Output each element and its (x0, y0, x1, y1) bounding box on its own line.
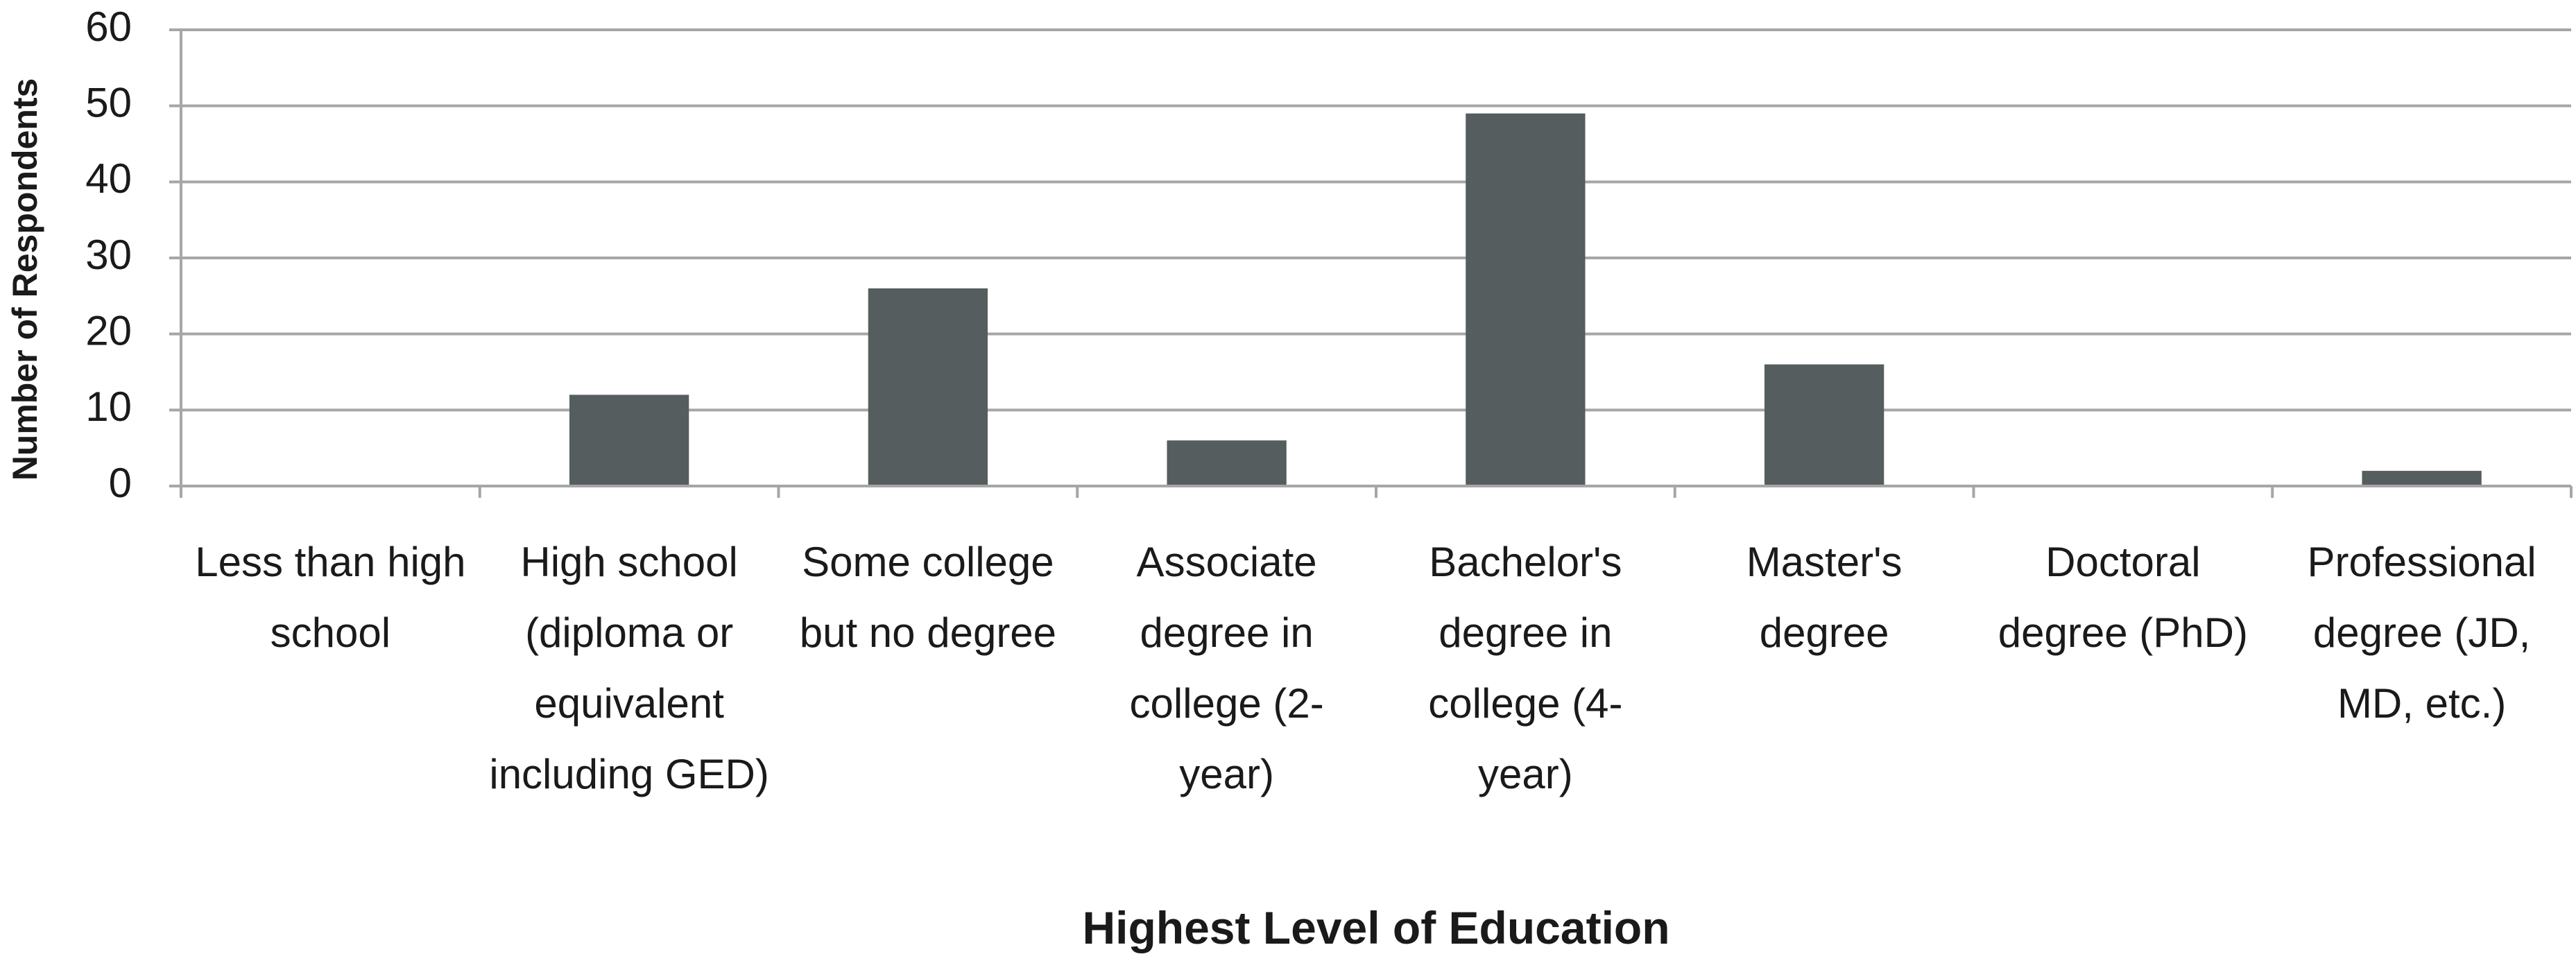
bar (1167, 440, 1287, 486)
bar (868, 288, 988, 486)
y-tick-label: 40 (85, 155, 132, 202)
y-tick-label: 30 (85, 232, 132, 278)
x-tick-label: Associate degree in college (2-year) (1129, 539, 1324, 797)
x-axis-title: Highest Level of Education (1082, 902, 1670, 953)
bar (1466, 113, 1586, 487)
x-tick-label: Bachelor's degree in college (4-year) (1428, 539, 1623, 797)
x-tick-label: Doctoral degree (PhD) (1998, 539, 2248, 656)
x-tick-label: Master's degree (1746, 539, 1903, 656)
y-tick-label: 10 (85, 383, 132, 430)
y-tick-label: 0 (109, 460, 132, 506)
x-tick-label: Less than high school (195, 539, 466, 656)
bar (1764, 364, 1884, 486)
bar (2362, 471, 2482, 486)
x-tick-label: High school (diploma or equivalent inclu… (489, 539, 769, 797)
y-axis-title: Number of Respondents (6, 78, 44, 481)
y-tick-label: 50 (85, 80, 132, 126)
bar (569, 395, 689, 486)
x-tick-label: Some college but no degree (799, 539, 1057, 656)
y-tick-label: 60 (85, 3, 132, 50)
x-tick-label: Professional degree (JD, MD, etc.) (2307, 539, 2536, 727)
y-tick-label: 20 (85, 308, 132, 354)
